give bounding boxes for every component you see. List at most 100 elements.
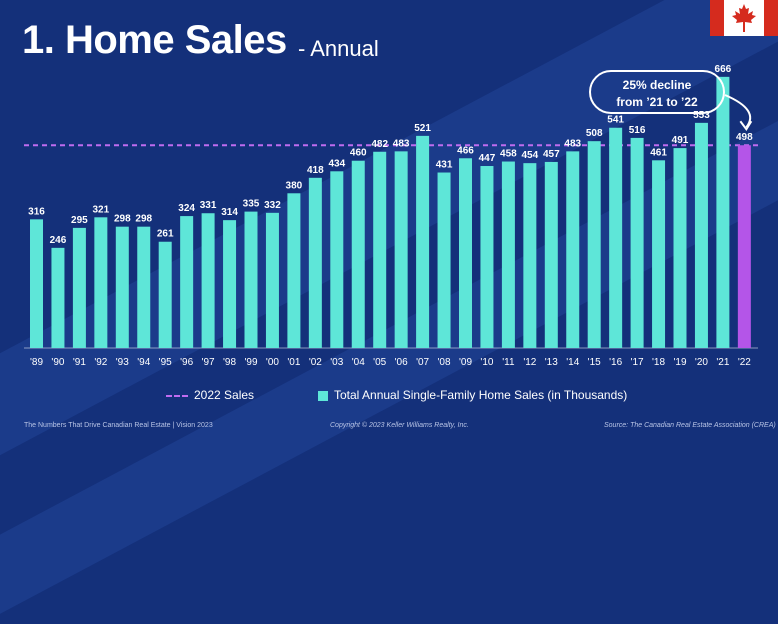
tick-label-90: '90 [51, 357, 64, 368]
value-label-05: 482 [371, 139, 388, 150]
bar-90 [51, 247, 65, 348]
tick-label-02: '02 [309, 357, 322, 368]
value-label-02: 418 [307, 165, 324, 176]
value-label-17: 516 [629, 125, 646, 136]
tick-label-10: '10 [480, 357, 493, 368]
tick-label-00: '00 [266, 357, 279, 368]
decline-callout: 25% decline from ’21 to ’22 [589, 70, 725, 114]
tick-label-07: '07 [416, 357, 429, 368]
bar-chart: 316 '89 246 '90 295 '91 321 '92 298 '93 298 '94 261 '… [24, 64, 758, 368]
tick-label-21: '21 [716, 357, 729, 368]
value-label-01: 380 [286, 180, 303, 191]
bar-19 [673, 148, 687, 348]
bar-09 [459, 158, 472, 348]
bar-18 [652, 160, 666, 348]
legend-bar-swatch [318, 390, 328, 401]
bar-91 [72, 227, 86, 348]
value-label-09: 466 [457, 145, 474, 156]
tick-label-05: '05 [373, 357, 386, 368]
tick-label-16: '16 [609, 357, 622, 368]
legend-reference-label: 2022 Sales [194, 388, 255, 402]
value-label-00: 332 [264, 200, 281, 211]
value-label-98: 314 [221, 207, 238, 218]
callout-line-2: from ’21 to ’22 [616, 95, 698, 109]
value-label-89: 316 [28, 206, 45, 217]
value-label-13: 457 [543, 149, 560, 160]
bar-93 [115, 226, 129, 348]
value-label-03: 434 [328, 158, 345, 169]
value-label-07: 521 [414, 123, 431, 134]
bar-89 [30, 219, 43, 348]
value-label-94: 298 [135, 214, 152, 225]
tick-label-12: '12 [523, 357, 536, 368]
page-subtitle: - Annual [298, 36, 379, 61]
tick-label-01: '01 [287, 357, 300, 368]
bar-07 [416, 135, 430, 348]
bar-22 [737, 145, 751, 348]
value-label-20: 553 [693, 110, 710, 121]
callout-arrowhead [739, 120, 753, 132]
bar-10 [480, 166, 494, 348]
tick-label-92: '92 [94, 357, 107, 368]
bar-02 [308, 177, 322, 348]
bar-00 [265, 212, 279, 348]
tick-label-91: '91 [73, 357, 86, 368]
value-label-95: 261 [157, 229, 174, 240]
value-label-06: 483 [393, 138, 410, 149]
callout-line-1: 25% decline [622, 78, 692, 92]
legend-reference-line: 2022 Sales [166, 388, 254, 402]
page-title: 1. Home Sales [22, 18, 287, 62]
tick-label-99: '99 [244, 357, 257, 368]
bar-21 [716, 76, 730, 348]
tick-label-13: '13 [545, 357, 558, 368]
value-label-19: 491 [672, 135, 689, 146]
bar-95 [158, 241, 172, 348]
bar-16 [609, 127, 623, 348]
tick-label-96: '96 [180, 357, 193, 368]
value-label-14: 483 [564, 138, 581, 149]
bar-12 [523, 163, 537, 348]
tick-label-03: '03 [330, 357, 343, 368]
bar-97 [201, 213, 215, 348]
bar-96 [180, 216, 194, 348]
bar-05 [373, 151, 387, 348]
bar-01 [287, 193, 301, 348]
tick-label-93: '93 [116, 357, 129, 368]
tick-label-20: '20 [695, 357, 708, 368]
value-label-22: 498 [736, 132, 753, 143]
value-label-12: 454 [522, 150, 539, 161]
footer-right: Source: The Canadian Real Estate Associa… [604, 422, 776, 429]
tick-label-08: '08 [438, 357, 451, 368]
bar-08 [437, 172, 451, 348]
tick-label-18: '18 [652, 357, 665, 368]
value-label-93: 298 [114, 214, 131, 225]
bar-94 [137, 226, 151, 348]
tick-label-04: '04 [352, 357, 365, 368]
bar-06 [394, 151, 408, 348]
bar-11 [501, 161, 515, 348]
value-label-18: 461 [650, 147, 667, 158]
bar-03 [330, 171, 344, 348]
tick-label-98: '98 [223, 357, 236, 368]
value-label-21: 666 [715, 64, 732, 75]
legend-bars: Total Annual Single-Family Home Sales (i… [318, 388, 627, 402]
value-label-91: 295 [71, 215, 88, 226]
bar-98 [223, 220, 237, 348]
legend-dash-swatch [166, 394, 188, 397]
bar-14 [566, 151, 580, 348]
bar-92 [94, 217, 108, 348]
tick-label-89: '89 [30, 357, 43, 368]
value-label-16: 541 [607, 115, 624, 126]
value-label-15: 508 [586, 128, 603, 139]
value-label-97: 331 [200, 200, 217, 211]
tick-label-95: '95 [159, 357, 172, 368]
tick-label-97: '97 [202, 357, 215, 368]
tick-label-14: '14 [566, 357, 579, 368]
footer-left: The Numbers That Drive Canadian Real Est… [24, 422, 213, 429]
tick-label-15: '15 [588, 357, 601, 368]
value-label-92: 321 [93, 204, 110, 215]
legend-bar-label: Total Annual Single-Family Home Sales (i… [334, 388, 628, 402]
value-label-99: 335 [243, 199, 260, 210]
footer-center: Copyright © 2023 Keller Williams Realty,… [330, 422, 469, 429]
bar-17 [630, 137, 644, 348]
